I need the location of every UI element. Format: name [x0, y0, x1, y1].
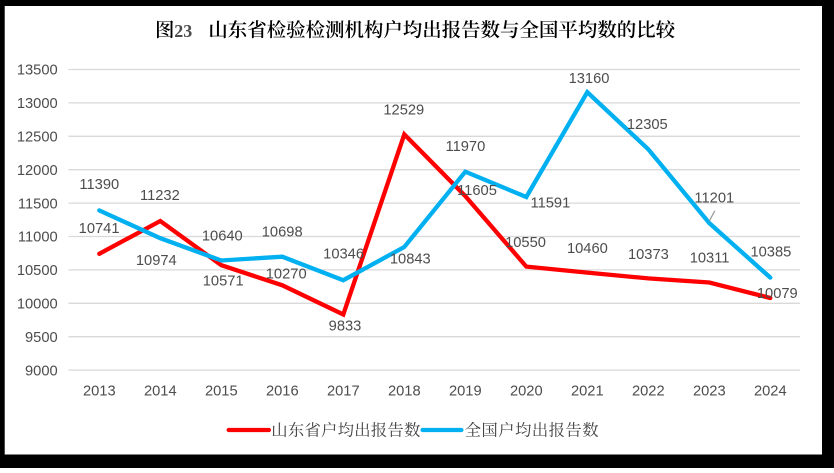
svg-text:11970: 11970: [446, 139, 486, 155]
svg-text:10460: 10460: [567, 241, 608, 257]
svg-text:2022: 2022: [632, 384, 665, 400]
svg-text:10373: 10373: [628, 247, 669, 263]
svg-text:10270: 10270: [266, 267, 307, 283]
svg-text:2021: 2021: [571, 384, 604, 400]
svg-text:2018: 2018: [388, 384, 421, 400]
svg-text:2014: 2014: [144, 384, 177, 400]
svg-text:13500: 13500: [17, 63, 58, 79]
svg-text:10741: 10741: [79, 221, 120, 237]
svg-text:2013: 2013: [83, 384, 116, 400]
svg-text:23: 23: [174, 21, 192, 41]
svg-text:11605: 11605: [457, 183, 497, 199]
svg-text:9000: 9000: [25, 363, 58, 379]
svg-text:10385: 10385: [750, 245, 791, 261]
svg-text:11201: 11201: [694, 191, 734, 207]
svg-text:2019: 2019: [449, 384, 482, 400]
svg-text:2016: 2016: [266, 384, 299, 400]
svg-text:10346: 10346: [323, 247, 364, 263]
svg-text:9500: 9500: [25, 330, 58, 346]
svg-text:10698: 10698: [262, 225, 303, 241]
svg-text:10079: 10079: [757, 286, 798, 302]
svg-text:10000: 10000: [17, 297, 58, 313]
svg-text:12500: 12500: [17, 130, 58, 146]
svg-text:11232: 11232: [140, 188, 180, 204]
svg-text:10640: 10640: [202, 228, 243, 244]
svg-text:12305: 12305: [627, 117, 668, 133]
svg-text:2023: 2023: [693, 384, 726, 400]
svg-text:2020: 2020: [510, 384, 543, 400]
svg-text:10843: 10843: [390, 252, 431, 268]
svg-text:11591: 11591: [531, 195, 571, 211]
svg-text:12000: 12000: [17, 163, 58, 179]
svg-text:11000: 11000: [18, 230, 58, 246]
svg-text:10550: 10550: [505, 235, 546, 251]
svg-text:13160: 13160: [569, 71, 610, 87]
svg-text:2024: 2024: [754, 384, 787, 400]
svg-text:9833: 9833: [329, 318, 362, 334]
svg-text:10500: 10500: [17, 263, 58, 279]
svg-text:11500: 11500: [18, 196, 58, 212]
svg-text:2017: 2017: [327, 384, 360, 400]
svg-text:2015: 2015: [205, 384, 238, 400]
svg-text:11390: 11390: [79, 177, 119, 193]
svg-text:10571: 10571: [203, 274, 244, 290]
svg-text:13000: 13000: [17, 96, 58, 112]
svg-text:10311: 10311: [690, 251, 730, 267]
svg-text:10974: 10974: [136, 253, 177, 269]
svg-text:12529: 12529: [383, 103, 424, 119]
